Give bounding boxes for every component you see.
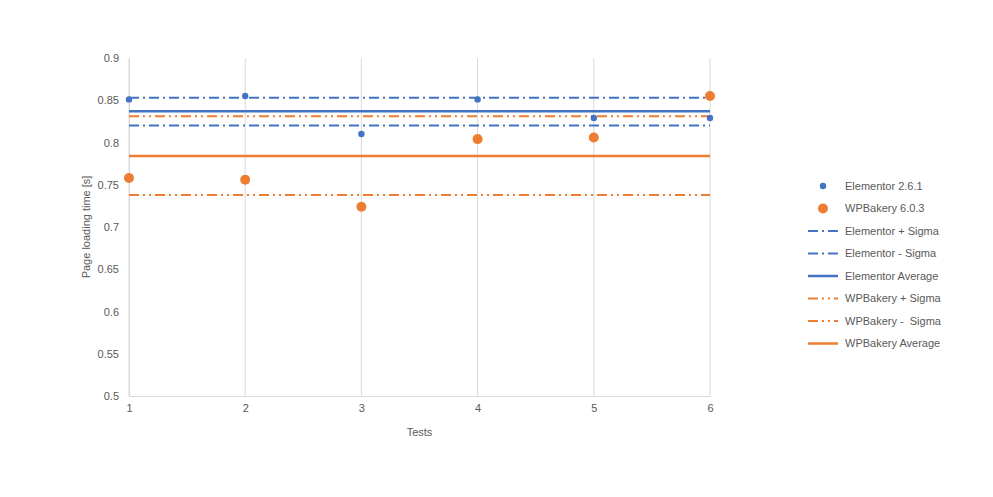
tick: 2	[243, 396, 249, 414]
x-axis: 1 2 3 4 5 6	[126, 396, 713, 414]
plot-area	[124, 91, 715, 212]
tick-label: 0.55	[98, 348, 119, 360]
grid-line-x	[361, 58, 362, 396]
tick: 0.55	[98, 348, 129, 360]
tick: 6	[707, 396, 713, 414]
tick-label: 4	[475, 402, 481, 414]
tick-label: 2	[243, 402, 249, 414]
grid-line-x	[477, 58, 478, 396]
legend-label: WPBakery Average	[845, 337, 940, 349]
scatter-point	[358, 131, 364, 137]
legend: Elementor 2.6.1 WPBakery 6.0.3 Elementor +…	[808, 180, 942, 350]
tick-label: 0.75	[98, 179, 119, 191]
scatter-point	[240, 175, 250, 185]
tick: 0.9	[104, 52, 129, 64]
legend-swatch	[808, 230, 838, 232]
scatter-point	[126, 96, 132, 102]
legend-label: Elementor + Sigma	[845, 225, 940, 237]
tick-label: 0.8	[104, 137, 119, 149]
tick-label: 0.7	[104, 221, 119, 233]
legend-swatch	[818, 204, 828, 214]
y-axis-title: Page loading time [s]	[80, 176, 92, 279]
tick-label: 0.6	[104, 306, 119, 318]
tick: 0.6	[104, 306, 129, 318]
tick-label: 1	[126, 402, 132, 414]
series-line	[129, 194, 710, 196]
legend-swatch	[808, 253, 838, 255]
scatter-point	[124, 173, 134, 183]
scatter-point	[356, 202, 366, 212]
grid-line-x	[593, 58, 594, 396]
tick: 5	[591, 396, 597, 414]
tick: 0.8	[104, 137, 129, 149]
tick: 0.7	[104, 221, 129, 233]
legend-swatch	[820, 183, 826, 189]
legend-label: WPBakery + Sigma	[845, 292, 942, 304]
series-line	[129, 97, 710, 99]
axis-line	[129, 59, 130, 397]
tick: 0.65	[98, 263, 129, 275]
legend-swatch	[808, 342, 838, 345]
tick: 1	[126, 396, 132, 414]
tick: 3	[359, 396, 365, 414]
grid-line-x	[710, 58, 711, 396]
tick-label: 3	[359, 402, 365, 414]
tick-label: 5	[591, 402, 597, 414]
scatter-point	[707, 115, 713, 121]
grid	[129, 58, 710, 396]
scatter-point	[242, 93, 248, 99]
scatter-point	[474, 96, 480, 102]
tick: 0.75	[98, 179, 129, 191]
tick: 0.85	[98, 94, 129, 106]
tick-label: 0.5	[104, 390, 119, 402]
series-line	[129, 155, 710, 158]
series-line	[129, 115, 710, 117]
scatter-point	[589, 132, 599, 142]
legend-label: WPBakery - Sigma	[845, 315, 942, 327]
tick: 4	[475, 396, 481, 414]
scatter-point	[473, 134, 483, 144]
legend-label: WPBakery 6.0.3	[845, 202, 924, 214]
series-line	[129, 110, 710, 113]
tick-label: 0.65	[98, 263, 119, 275]
grid-line-x	[129, 58, 130, 396]
chart: 1 2 3 4 5 6 0.5 0.55 0.6 0.65 0.7 0.75 0.8 0.85 0.9 Tes…	[0, 0, 993, 497]
scatter-point	[705, 91, 715, 101]
y-axis: 0.5 0.55 0.6 0.65 0.7 0.75 0.8 0.85 0.9	[98, 52, 130, 402]
scatter-point	[591, 115, 597, 121]
legend-swatch	[808, 320, 838, 322]
legend-label: Elementor - Sigma	[845, 247, 937, 259]
series-line	[129, 125, 710, 127]
legend-swatch	[808, 298, 838, 300]
tick-label: 0.85	[98, 94, 119, 106]
tick-label: 0.9	[104, 52, 119, 64]
grid-line-x	[245, 58, 246, 396]
legend-label: Elementor Average	[845, 270, 938, 282]
axis-line	[130, 396, 711, 397]
legend-label: Elementor 2.6.1	[845, 180, 923, 192]
x-axis-title: Tests	[407, 426, 433, 438]
tick: 0.5	[104, 390, 129, 402]
tick-label: 6	[707, 402, 713, 414]
legend-swatch	[808, 275, 838, 278]
